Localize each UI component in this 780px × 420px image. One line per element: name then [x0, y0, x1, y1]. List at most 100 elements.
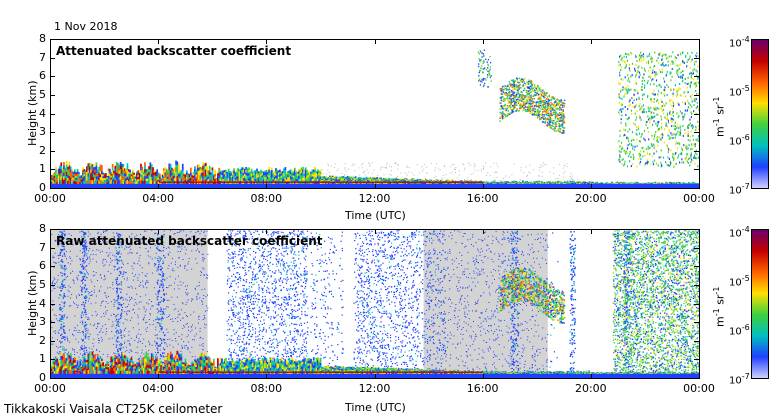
- y-tick: [694, 76, 699, 78]
- x-tick: [482, 229, 484, 234]
- colorbar-tick-label: 10-7: [729, 182, 750, 196]
- raw-backscatter-ylabel: Height (km): [26, 270, 39, 336]
- colorbar-tick-label: 10-6: [729, 133, 750, 147]
- y-tick-label: 6: [32, 69, 46, 82]
- y-tick: [50, 94, 55, 96]
- y-tick: [694, 94, 699, 96]
- raw-backscatter-plot: Raw attenuated backscatter coefficient: [50, 229, 700, 379]
- y-tick-label: 0: [32, 181, 46, 194]
- x-tick: [158, 184, 160, 189]
- x-tick: [590, 374, 592, 379]
- y-tick-label: 3: [32, 315, 46, 328]
- y-tick: [694, 284, 699, 286]
- y-tick-label: 3: [32, 125, 46, 138]
- x-tick: [50, 229, 51, 234]
- x-tick: [482, 184, 484, 189]
- backscatter-xlabel: Time (UTC): [345, 209, 406, 222]
- backscatter-title: Attenuated backscatter coefficient: [56, 44, 291, 58]
- footer-label: Tikkakoski Vaisala CT25K ceilometer: [4, 402, 222, 416]
- y-tick: [694, 322, 699, 324]
- y-tick: [694, 229, 699, 230]
- colorbar: [751, 229, 769, 379]
- x-tick: [50, 39, 51, 44]
- x-tick: [374, 39, 376, 44]
- x-tick: [590, 229, 592, 234]
- x-tick: [374, 184, 376, 189]
- x-tick-label: 00:00: [30, 382, 70, 395]
- x-tick-label: 16:00: [463, 192, 503, 205]
- y-tick: [50, 359, 55, 361]
- y-tick: [50, 76, 55, 78]
- raw-backscatter-title: Raw attenuated backscatter coefficient: [56, 234, 323, 248]
- x-tick: [374, 229, 376, 234]
- x-tick: [482, 374, 484, 379]
- x-tick-label: 00:00: [679, 382, 719, 395]
- y-tick: [50, 229, 55, 230]
- x-tick-label: 04:00: [138, 192, 178, 205]
- y-tick: [694, 188, 699, 189]
- y-tick: [694, 113, 699, 115]
- y-tick: [50, 188, 55, 189]
- y-tick-label: 8: [32, 32, 46, 45]
- x-tick: [374, 374, 376, 379]
- x-tick-label: 08:00: [246, 382, 286, 395]
- y-tick: [50, 113, 55, 115]
- x-tick-label: 12:00: [355, 382, 395, 395]
- x-tick: [699, 229, 700, 234]
- x-tick: [266, 229, 268, 234]
- y-tick: [50, 303, 55, 305]
- y-tick: [694, 247, 699, 249]
- colorbar: [751, 39, 769, 189]
- y-tick: [50, 132, 55, 134]
- y-tick-label: 7: [32, 51, 46, 64]
- x-tick: [158, 229, 160, 234]
- y-tick-label: 5: [32, 278, 46, 291]
- y-tick: [694, 39, 699, 40]
- x-tick: [158, 374, 160, 379]
- colorbar-unit: m-1 sr-1: [712, 287, 727, 327]
- x-tick: [266, 374, 268, 379]
- x-tick-label: 04:00: [138, 382, 178, 395]
- y-tick: [694, 340, 699, 342]
- y-tick: [50, 39, 55, 40]
- colorbar-tick-label: 10-4: [729, 35, 750, 49]
- y-tick: [50, 266, 55, 268]
- raw-backscatter-xlabel: Time (UTC): [345, 401, 406, 414]
- y-tick: [694, 359, 699, 361]
- colorbar-tick-label: 10-7: [729, 372, 750, 386]
- y-tick-label: 1: [32, 352, 46, 365]
- y-tick: [694, 378, 699, 379]
- x-tick-label: 12:00: [355, 192, 395, 205]
- colorbar-tick-label: 10-5: [729, 274, 750, 288]
- x-tick: [158, 39, 160, 44]
- y-tick: [694, 303, 699, 305]
- backscatter-plot: Attenuated backscatter coefficient: [50, 39, 700, 189]
- y-tick-label: 6: [32, 259, 46, 272]
- y-tick-label: 7: [32, 241, 46, 254]
- y-tick: [50, 57, 55, 59]
- raw-backscatter-heatmap: [51, 230, 699, 378]
- y-tick: [694, 132, 699, 134]
- y-tick: [50, 284, 55, 286]
- x-tick: [50, 184, 51, 189]
- y-tick: [694, 169, 699, 171]
- x-tick: [50, 374, 51, 379]
- x-tick: [699, 374, 700, 379]
- x-tick: [590, 39, 592, 44]
- colorbar-tick-label: 10-4: [729, 225, 750, 239]
- backscatter-ylabel: Height (km): [26, 80, 39, 146]
- y-tick: [694, 150, 699, 152]
- y-tick-label: 8: [32, 222, 46, 235]
- y-tick: [694, 57, 699, 59]
- x-tick-label: 20:00: [571, 382, 611, 395]
- backscatter-heatmap: [51, 49, 699, 188]
- y-tick-label: 4: [32, 297, 46, 310]
- y-tick: [50, 340, 55, 342]
- x-tick-label: 00:00: [679, 192, 719, 205]
- y-tick: [50, 169, 55, 171]
- x-tick: [699, 184, 700, 189]
- y-tick: [50, 150, 55, 152]
- y-tick-label: 0: [32, 371, 46, 384]
- y-tick-label: 1: [32, 162, 46, 175]
- y-tick-label: 5: [32, 88, 46, 101]
